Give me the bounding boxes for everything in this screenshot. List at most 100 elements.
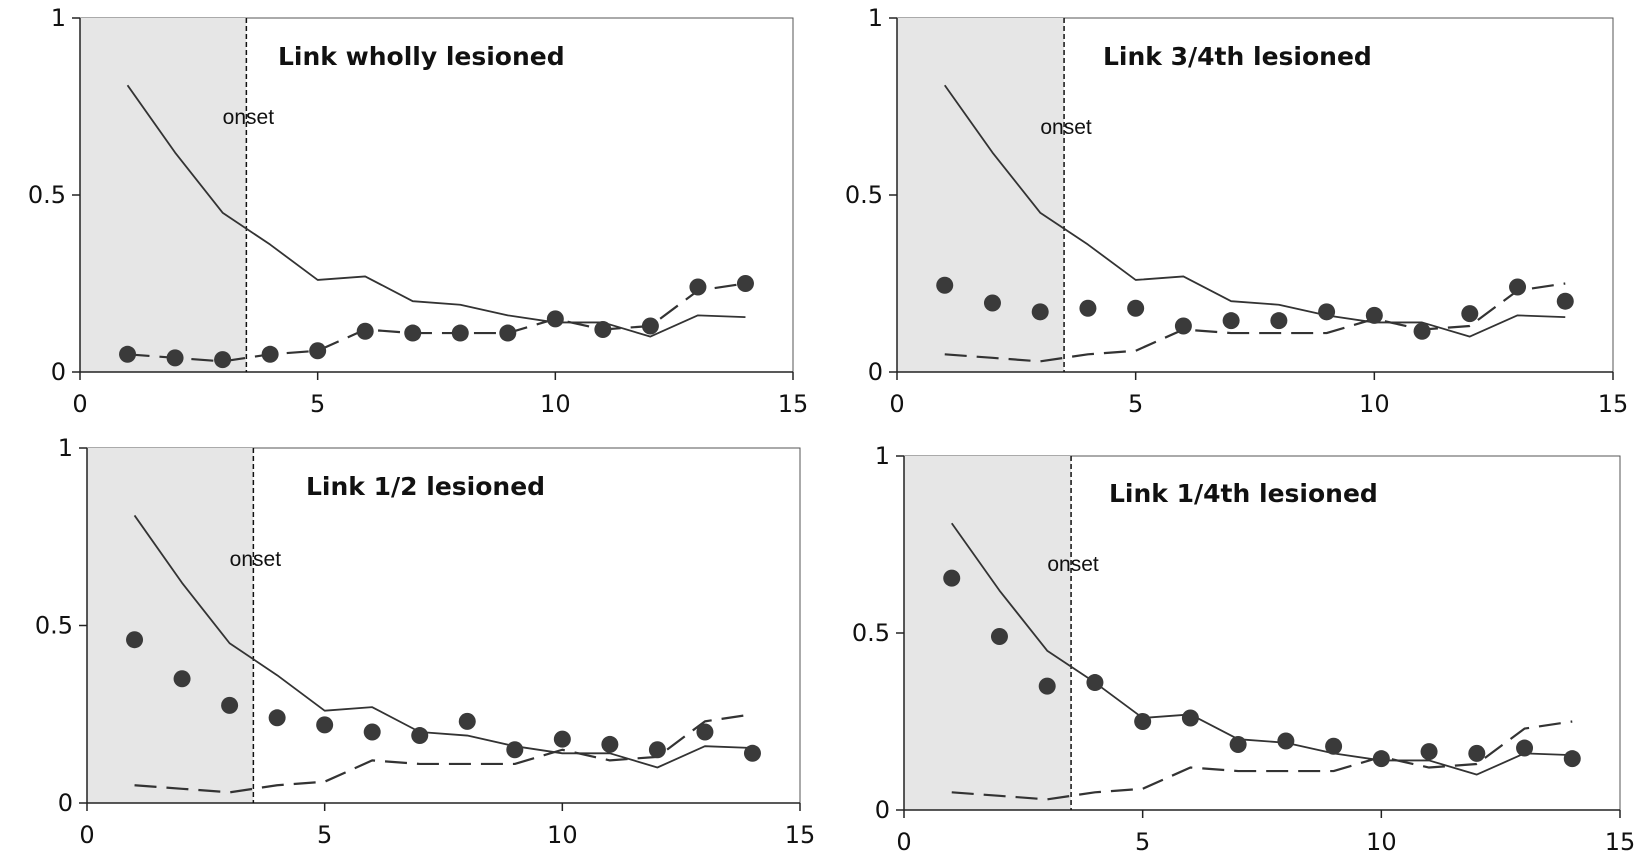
series-line-solid xyxy=(133,514,753,769)
data-point xyxy=(553,730,571,748)
y-tick-label: 0 xyxy=(875,796,890,824)
data-point xyxy=(1038,677,1056,695)
x-tick-label: 0 xyxy=(79,821,94,849)
data-point xyxy=(736,275,754,292)
data-point xyxy=(1318,303,1336,321)
data-point xyxy=(936,276,954,294)
series-line-dashed xyxy=(951,720,1573,801)
y-tick-label: 1 xyxy=(51,4,66,32)
data-point xyxy=(1509,278,1527,296)
x-tick-label: 15 xyxy=(778,390,809,418)
data-point xyxy=(1270,312,1288,330)
data-point xyxy=(1277,732,1295,750)
series-markers xyxy=(936,276,1574,340)
x-tick-label: 10 xyxy=(1359,390,1390,418)
data-point xyxy=(1229,736,1247,754)
series-line-solid xyxy=(950,522,1573,776)
panel-title: Link wholly lesioned xyxy=(278,42,565,71)
data-point xyxy=(743,744,761,762)
y-tick-label: 0 xyxy=(868,358,883,386)
data-point xyxy=(546,310,564,328)
data-point xyxy=(1563,750,1581,768)
onset-annotation: onset xyxy=(223,106,275,129)
series-line-solid xyxy=(126,84,746,338)
data-point xyxy=(173,670,191,688)
data-point xyxy=(1086,674,1104,692)
data-point xyxy=(1461,305,1479,323)
x-tick-label: 15 xyxy=(785,821,816,849)
series-markers xyxy=(943,569,1581,768)
data-point xyxy=(990,628,1008,646)
data-point xyxy=(1516,739,1534,757)
data-point xyxy=(268,709,286,727)
data-point xyxy=(506,741,524,759)
panel-title: Link 1/2 lesioned xyxy=(306,472,545,501)
x-tick-label: 0 xyxy=(896,828,911,856)
series-line-dashed xyxy=(134,713,753,794)
data-point xyxy=(404,324,422,342)
shaded-region xyxy=(87,448,254,803)
data-point xyxy=(1413,322,1431,340)
series-markers xyxy=(126,631,761,762)
data-point xyxy=(316,716,334,734)
x-tick-label: 10 xyxy=(1366,828,1397,856)
x-tick-label: 15 xyxy=(1605,828,1636,856)
data-point xyxy=(1556,292,1574,310)
data-point xyxy=(689,278,707,296)
data-point xyxy=(221,696,239,714)
data-point xyxy=(648,741,666,759)
series-line-solid xyxy=(943,84,1566,338)
series-line-dashed xyxy=(944,282,1566,363)
y-tick-label: 0 xyxy=(58,789,73,817)
y-tick-label: 0.5 xyxy=(35,612,73,640)
data-point xyxy=(261,345,279,363)
y-tick-label: 1 xyxy=(58,434,73,462)
data-point xyxy=(1079,299,1097,317)
y-tick-label: 0.5 xyxy=(852,619,890,647)
data-point xyxy=(1181,709,1199,727)
data-point xyxy=(451,324,469,342)
y-tick-label: 0 xyxy=(51,358,66,386)
x-tick-label: 0 xyxy=(72,390,87,418)
data-point xyxy=(166,349,184,367)
x-tick-label: 5 xyxy=(310,390,325,418)
data-point xyxy=(1031,303,1049,321)
x-tick-label: 15 xyxy=(1598,390,1629,418)
data-point xyxy=(594,321,612,339)
data-point xyxy=(641,317,659,335)
data-point xyxy=(309,342,327,360)
y-tick-label: 0.5 xyxy=(28,181,66,209)
data-point xyxy=(1325,737,1343,755)
x-tick-label: 10 xyxy=(540,390,571,418)
shaded-region xyxy=(904,456,1072,810)
onset-annotation: onset xyxy=(230,548,282,571)
x-tick-label: 5 xyxy=(317,821,332,849)
data-point xyxy=(1174,317,1192,335)
panel-title: Link 1/4th lesioned xyxy=(1109,479,1378,508)
data-point xyxy=(1127,299,1145,317)
data-point xyxy=(1134,713,1152,730)
x-tick-label: 0 xyxy=(889,390,904,418)
y-tick-label: 1 xyxy=(875,442,890,470)
y-tick-label: 1 xyxy=(868,4,883,32)
onset-annotation: onset xyxy=(1047,553,1099,576)
onset-annotation: onset xyxy=(1040,116,1092,139)
data-point xyxy=(458,712,476,730)
data-point xyxy=(1365,306,1383,324)
x-tick-label: 5 xyxy=(1135,828,1150,856)
data-point xyxy=(119,345,137,363)
data-point xyxy=(411,727,429,745)
data-point xyxy=(499,324,517,342)
x-tick-label: 5 xyxy=(1128,390,1143,418)
y-tick-label: 0.5 xyxy=(845,181,883,209)
data-point xyxy=(1222,312,1240,330)
data-point xyxy=(1372,750,1390,768)
data-point xyxy=(696,723,714,741)
series-markers xyxy=(119,275,754,369)
data-point xyxy=(356,322,374,340)
